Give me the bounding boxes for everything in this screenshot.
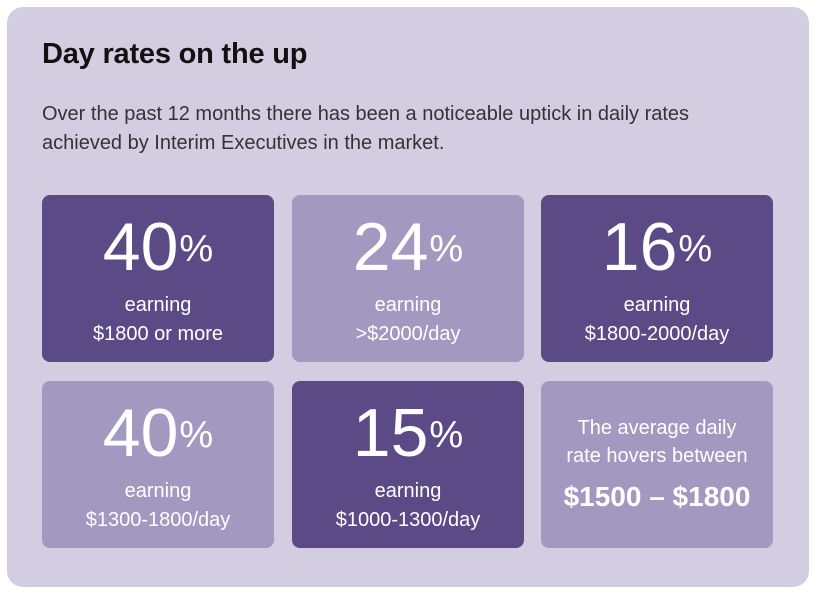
stat-value: 40 bbox=[102, 395, 179, 471]
stat-label-line-2: $1800-2000/day bbox=[584, 323, 730, 345]
percent-sign: % bbox=[179, 414, 214, 456]
stat-label-line-1: earning bbox=[124, 480, 192, 502]
stat-label: earning $1300-1800/day bbox=[42, 477, 274, 535]
stat-percentage: 40% bbox=[42, 399, 274, 467]
stat-percentage: 15% bbox=[292, 399, 524, 467]
stat-label-line-2: $1300-1800/day bbox=[85, 509, 231, 531]
stat-label: earning $1800 or more bbox=[42, 291, 274, 349]
stat-label: earning $1800-2000/day bbox=[541, 291, 773, 349]
percent-sign: % bbox=[179, 228, 214, 270]
stat-label-line-1: earning bbox=[623, 294, 691, 316]
stat-label-line-1: earning bbox=[374, 294, 442, 316]
stat-percentage: 40% bbox=[42, 213, 274, 281]
stat-label-line-2: $1000-1300/day bbox=[335, 509, 481, 531]
stat-label: earning $1000-1300/day bbox=[292, 477, 524, 535]
stat-label-line-1: earning bbox=[374, 480, 442, 502]
percent-sign: % bbox=[429, 228, 464, 270]
stat-percentage: 24% bbox=[292, 213, 524, 281]
average-rate-text: The average daily rate hovers between bbox=[541, 414, 773, 470]
intro-line-2: achieved by Interim Executives in the ma… bbox=[42, 132, 445, 154]
stat-card-2: 24% earning >$2000/day bbox=[292, 195, 524, 362]
average-rate-line-1: The average daily bbox=[577, 417, 737, 439]
percent-sign: % bbox=[678, 228, 713, 270]
average-rate-range: $1500 – $1800 bbox=[563, 481, 751, 512]
stat-value: 16 bbox=[601, 209, 678, 285]
stat-label-line-1: earning bbox=[124, 294, 192, 316]
stat-label-line-2: $1800 or more bbox=[92, 323, 224, 345]
stat-card-3: 16% earning $1800-2000/day bbox=[541, 195, 773, 362]
stat-label: earning >$2000/day bbox=[292, 291, 524, 349]
stat-value: 24 bbox=[352, 209, 429, 285]
stat-card-1: 40% earning $1800 or more bbox=[42, 195, 274, 362]
average-rate-line-2: rate hovers between bbox=[566, 445, 748, 467]
intro-line-1: Over the past 12 months there has been a… bbox=[42, 103, 690, 125]
stat-value: 40 bbox=[102, 209, 179, 285]
stat-card-4: 40% earning $1300-1800/day bbox=[42, 381, 274, 548]
stat-card-5: 15% earning $1000-1300/day bbox=[292, 381, 524, 548]
intro-text: Over the past 12 months there has been a… bbox=[42, 100, 762, 158]
stat-value: 15 bbox=[352, 395, 429, 471]
heading: Day rates on the up bbox=[42, 38, 308, 70]
stat-percentage: 16% bbox=[541, 213, 773, 281]
average-rate-card: The average daily rate hovers between $1… bbox=[541, 381, 773, 548]
percent-sign: % bbox=[429, 414, 464, 456]
stat-label-line-2: >$2000/day bbox=[355, 323, 461, 345]
